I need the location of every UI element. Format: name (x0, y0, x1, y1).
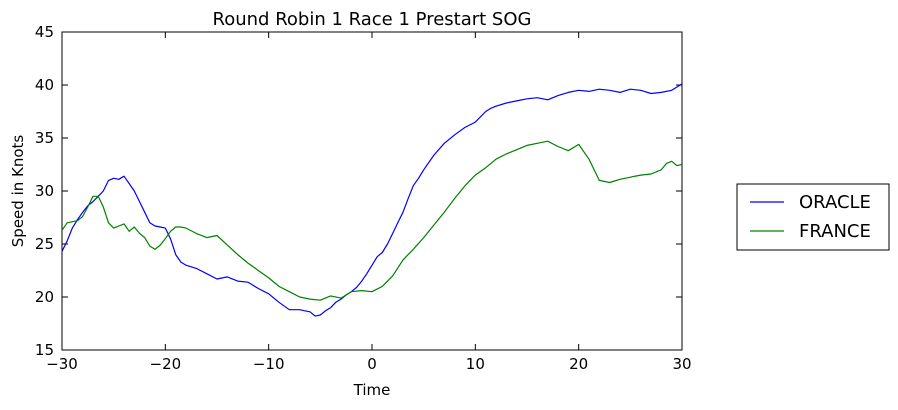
x-axis-label: Time (353, 381, 391, 399)
legend-label-france: FRANCE (799, 221, 871, 242)
x-tick-label: 10 (466, 355, 485, 373)
series-line-oracle (61, 83, 683, 317)
x-tick-label: 0 (367, 355, 377, 373)
plot-area (61, 31, 683, 351)
y-tick-label: 45 (35, 23, 54, 41)
x-tick-label: 20 (569, 355, 588, 373)
y-tick-label: 40 (35, 76, 54, 94)
y-tick-label: 25 (35, 235, 54, 253)
chart-title: Round Robin 1 Race 1 Prestart SOG (213, 9, 532, 30)
legend-label-oracle: ORACLE (799, 192, 871, 213)
y-tick-label: 15 (35, 341, 54, 359)
y-tick-label: 20 (35, 288, 54, 306)
legend-box (736, 183, 890, 251)
y-tick-label: 35 (35, 129, 54, 147)
x-tick-label: 30 (672, 355, 691, 373)
y-tick-label: 30 (35, 182, 54, 200)
x-tick-label: −10 (253, 355, 285, 373)
y-axis-label: Speed in Knots (9, 135, 27, 248)
series-lines (61, 83, 683, 317)
axis-ticks: −30 −20 −10 0 10 20 30 15 20 25 30 35 40 45 (35, 23, 692, 373)
x-tick-label: −30 (46, 355, 78, 373)
x-tick-label: −20 (150, 355, 182, 373)
legend: ORACLE FRANCE (736, 183, 890, 251)
series-line-france (61, 140, 683, 301)
